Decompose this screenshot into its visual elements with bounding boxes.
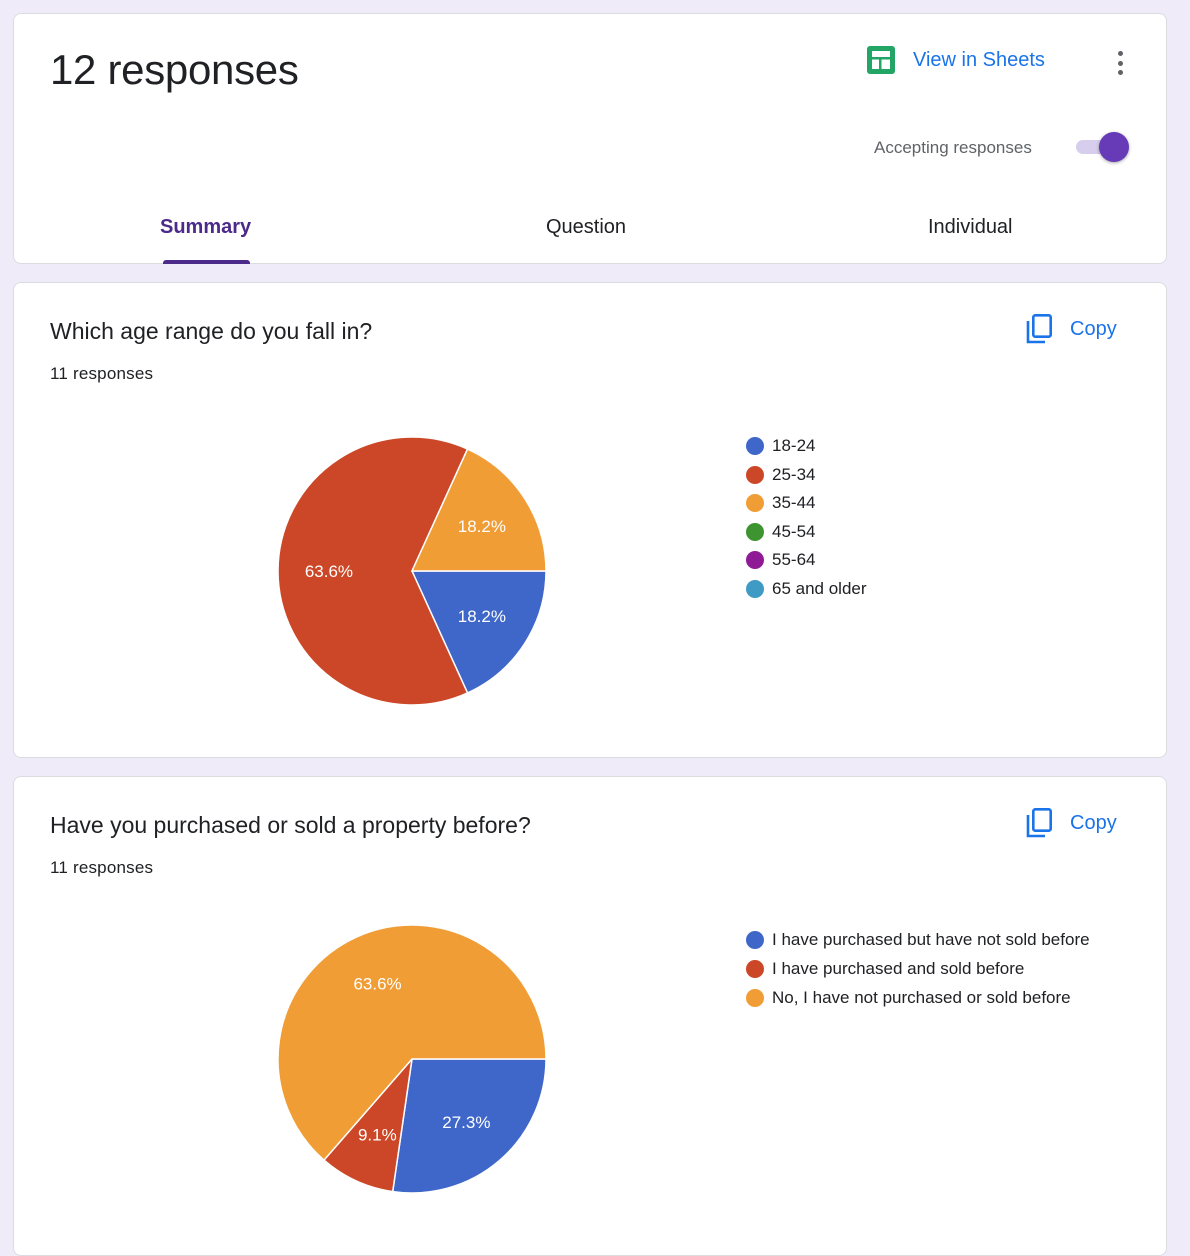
question-card-age-range: Which age range do you fall in? 11 respo… [13, 282, 1167, 758]
legend-item: 25-34 [746, 463, 1126, 487]
more-options-button[interactable] [1108, 48, 1132, 78]
pie-slice-label: 18.2% [458, 517, 506, 536]
legend-label: I have purchased but have not sold befor… [772, 930, 1090, 949]
legend-label: 65 and older [772, 578, 867, 598]
legend-color-dot [746, 522, 764, 541]
copy-chart-button[interactable]: Copy [1024, 807, 1117, 839]
legend-color-dot [746, 989, 764, 1007]
pie-slice-label: 63.6% [353, 974, 401, 993]
pie-slice-label: 9.1% [358, 1126, 397, 1145]
accepting-responses-label: Accepting responses [874, 138, 1032, 157]
legend-color-dot [746, 437, 764, 455]
question-response-count: 11 responses [50, 364, 154, 383]
age-range-pie-chart: 18.2% 63.6% 18.2% [277, 436, 547, 706]
legend-color-dot [746, 579, 764, 598]
question-title: Which age range do you fall in? [50, 318, 373, 344]
property-legend: I have purchased but have not sold befor… [746, 928, 1126, 1015]
legend-color-dot [746, 960, 764, 978]
pie-slice-label: 27.3% [442, 1113, 490, 1132]
question-title: Have you purchased or sold a property be… [50, 812, 531, 838]
copy-label: Copy [1070, 811, 1117, 834]
view-in-sheets-label: View in Sheets [913, 48, 1045, 71]
responses-count-title: 12 responses [50, 46, 299, 93]
sheets-icon [867, 46, 895, 74]
responses-header-card: 12 responses View in Sheets Accepting re… [13, 13, 1167, 264]
pie-slice-label: 18.2% [458, 607, 506, 626]
pie-slice[interactable] [391, 1058, 547, 1194]
more-vert-icon-dot [1117, 51, 1123, 56]
legend-color-dot [746, 931, 764, 949]
legend-item: No, I have not purchased or sold before [746, 986, 1126, 1010]
legend-label: 25-34 [772, 464, 816, 484]
legend-item: 45-54 [746, 520, 1126, 544]
legend-label: 45-54 [772, 521, 816, 541]
legend-label: 35-44 [772, 493, 816, 512]
pie-slice[interactable] [277, 924, 547, 1162]
pie-slice[interactable] [410, 448, 547, 572]
legend-label: 18-24 [772, 436, 816, 455]
pie-slice-label: 63.6% [305, 562, 353, 581]
legend-label: No, I have not purchased or sold before [772, 988, 1071, 1007]
legend-item: 18-24 [746, 434, 1126, 458]
legend-color-dot [746, 465, 764, 484]
property-pie-chart: 27.3% 9.1% 63.6% [277, 924, 547, 1194]
legend-color-dot [746, 494, 764, 512]
copy-icon [1026, 313, 1052, 344]
legend-item: I have purchased but have not sold befor… [746, 928, 1126, 952]
toggle-knob [1099, 132, 1129, 162]
pie-slice[interactable] [277, 436, 469, 706]
legend-label: I have purchased and sold before [772, 959, 1025, 978]
legend-item: 55-64 [746, 548, 1126, 572]
tab-summary[interactable]: Summary [160, 216, 252, 238]
copy-chart-button[interactable]: Copy [1024, 313, 1117, 345]
age-range-legend: 18-24 25-34 35-44 45-54 55-64 65 and older [746, 434, 1126, 605]
question-response-count: 11 responses [50, 858, 154, 877]
legend-item: 35-44 [746, 491, 1126, 515]
question-card-property: Have you purchased or sold a property be… [13, 776, 1167, 1256]
more-vert-icon-dot [1117, 70, 1123, 75]
legend-color-dot [746, 551, 764, 569]
active-tab-indicator [163, 260, 250, 264]
tab-question[interactable]: Question [546, 216, 627, 238]
legend-item: I have purchased and sold before [746, 957, 1126, 981]
copy-icon [1026, 807, 1052, 838]
legend-item: 65 and older [746, 577, 1126, 601]
copy-label: Copy [1070, 317, 1117, 340]
pie-slice[interactable] [410, 570, 547, 694]
accepting-responses-toggle[interactable] [1076, 132, 1132, 162]
more-vert-icon-dot [1117, 60, 1123, 66]
view-in-sheets-button[interactable]: View in Sheets [867, 46, 1045, 74]
tab-individual[interactable]: Individual [928, 216, 1013, 238]
legend-label: 55-64 [772, 550, 816, 569]
